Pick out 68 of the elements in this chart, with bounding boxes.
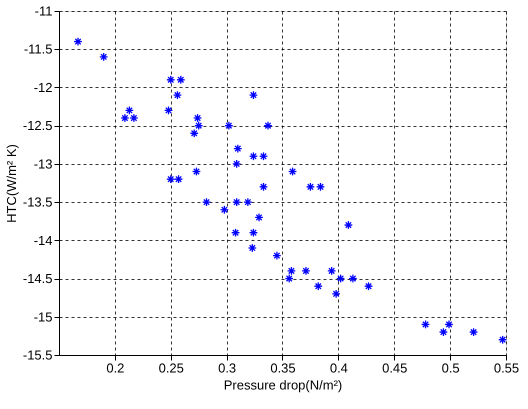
x-tick-label: 0.2 [106,360,124,376]
point [301,266,310,276]
y-tick-label: -14 [34,232,52,248]
point [327,266,336,276]
point [192,167,201,176]
point [248,152,258,161]
x-tick-label: 0.4 [330,360,348,376]
y-tick-label: -11 [34,4,52,18]
x-tick-label: 0.55 [494,360,520,376]
point [438,328,448,337]
point [129,114,138,123]
y-tick-label: -12 [34,80,52,95]
point [444,320,454,329]
point [164,106,174,115]
point [258,152,268,161]
point [124,106,134,115]
x-tick-label: 0.45 [382,360,408,376]
y-tick-label: -13.5 [22,194,52,210]
y-tick-label: -13 [34,156,52,172]
point [120,114,130,123]
x-axis-title: Pressure drop(N/m²) [224,378,342,392]
y-tick-label: -15.5 [22,348,52,362]
point [258,182,268,192]
point [176,75,186,84]
point [332,289,341,298]
point [220,205,229,214]
point [348,274,358,284]
point [288,167,298,176]
point [248,243,257,252]
point [190,128,199,138]
y-axis-title: HTC(W/m² K) [4,144,19,223]
point [202,198,212,207]
point [286,266,296,276]
point [254,212,264,222]
point [233,144,242,154]
point [243,198,252,207]
point [421,320,430,329]
point [272,251,282,260]
x-tick-label: 0.3 [218,360,236,376]
point [232,198,242,207]
point [166,75,176,84]
point [469,328,478,337]
point [314,282,323,291]
point [193,114,202,123]
y-tick-label: -15 [34,309,52,324]
point [306,182,315,192]
point [248,90,258,100]
point [73,37,83,46]
point [364,282,374,291]
x-tick-label: 0.35 [270,360,296,376]
point [232,159,242,168]
point [224,121,234,130]
point [172,90,182,100]
point [316,182,326,192]
point [344,220,353,230]
y-tick-label: -14.5 [22,271,52,286]
y-tick-label: -11.5 [24,42,52,57]
point [248,228,258,238]
point [284,274,294,284]
point [263,121,272,130]
point [194,121,204,130]
x-tick-label: 0.5 [442,360,460,376]
point [231,228,240,238]
point [336,274,346,284]
x-tick-label: 0.25 [158,360,184,376]
point [99,52,108,62]
point [498,335,508,344]
y-tick-label: -12.5 [22,118,52,134]
